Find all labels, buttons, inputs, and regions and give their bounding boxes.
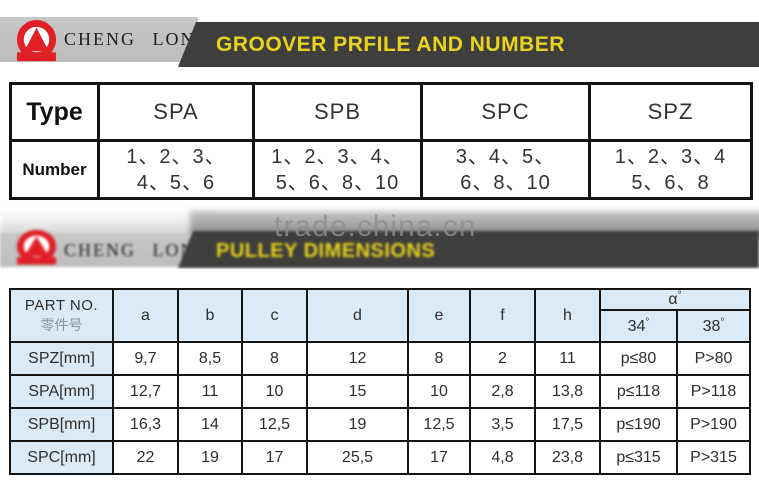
header-row-1: PART NO. 零件号 a b c d e f h α° bbox=[9, 288, 751, 343]
cell: 17,5 bbox=[534, 407, 601, 442]
table-row-spa: SPA[mm] 12,7 11 10 15 10 2,8 13,8 p≤118 … bbox=[9, 374, 751, 409]
cell: p≤80 bbox=[599, 341, 678, 376]
cell: 15 bbox=[306, 374, 409, 409]
row-label: SPA[mm] bbox=[9, 374, 114, 409]
numbers-cell-spa: 1、2、3、 4、5、6 bbox=[97, 139, 255, 200]
numbers-line: 5、6、8 bbox=[631, 171, 710, 194]
cell: 11 bbox=[534, 341, 601, 376]
dim-header-a: a bbox=[112, 288, 179, 343]
cell: 8 bbox=[407, 341, 471, 376]
alpha-header-cell: α° bbox=[599, 288, 751, 311]
pulley-header-smeared: CHENG LONG PULLEY DIMENSIONS bbox=[0, 205, 759, 269]
cell: 8 bbox=[241, 341, 308, 376]
numbers-cell-spc: 3、4、5、 6、8、10 bbox=[420, 139, 591, 200]
row-label: SPZ[mm] bbox=[9, 341, 114, 376]
cell: 11 bbox=[177, 374, 243, 409]
cell: P>190 bbox=[676, 407, 751, 442]
cell: 19 bbox=[306, 407, 409, 442]
degree-mark: ° bbox=[677, 290, 682, 301]
numbers-line: 3、4、5、 bbox=[455, 145, 556, 168]
cell: 19 bbox=[177, 440, 243, 475]
table-row-spc: SPC[mm] 22 19 17 25,5 17 4,8 23,8 p≤315 … bbox=[9, 440, 751, 475]
numbers-line: 6、8、10 bbox=[460, 171, 551, 194]
alpha-34-label: 34 bbox=[627, 317, 646, 335]
cell: 12,7 bbox=[112, 374, 179, 409]
groove-profile-table: Type SPA SPB SPC SPZ Number 1、2、3、 4、5、6… bbox=[9, 82, 753, 200]
cell: 12 bbox=[306, 341, 409, 376]
numbers-line: 4、5、6 bbox=[136, 171, 216, 194]
cell: 8,5 bbox=[177, 341, 243, 376]
cell: 13,8 bbox=[534, 374, 601, 409]
numbers-cell-spb: 1、2、3、4、 5、6、8、10 bbox=[252, 139, 423, 200]
numbers-cell-spz: 1、2、3、4 5、6、8 bbox=[588, 139, 753, 200]
cell: p≤118 bbox=[599, 374, 678, 409]
cell: 3,5 bbox=[469, 407, 536, 442]
cell: 25,5 bbox=[306, 440, 409, 475]
dim-header-f: f bbox=[469, 288, 536, 343]
section-banner-title: GROOVER PRFILE AND NUMBER bbox=[216, 33, 565, 56]
brand-name: CHENG LONG bbox=[64, 240, 211, 260]
pulley-dimensions-table: PART NO. 零件号 a b c d e f h α° 34° 38° SP… bbox=[9, 288, 751, 475]
cell: 12,5 bbox=[241, 407, 308, 442]
numbers-line: 1、2、3、4 bbox=[614, 145, 727, 168]
numbers-line: 1、2、3、4、 bbox=[271, 145, 404, 168]
alpha-38-cell: 38° bbox=[676, 309, 751, 343]
table-row-spb: SPB[mm] 16,3 14 12,5 19 12,5 3,5 17,5 p≤… bbox=[9, 407, 751, 442]
cell: 2 bbox=[469, 341, 536, 376]
cell: 17 bbox=[241, 440, 308, 475]
chenglong-logo-icon bbox=[16, 19, 57, 62]
cell: p≤315 bbox=[599, 440, 678, 475]
chenglong-logo-icon bbox=[16, 229, 57, 265]
watermark: trade.china.cn bbox=[274, 210, 477, 243]
type-cell-spb: SPB bbox=[252, 82, 423, 142]
numbers-line: 1、2、3、 bbox=[126, 145, 226, 168]
type-row: Type SPA SPB SPC SPZ bbox=[9, 82, 753, 142]
cell: p≤190 bbox=[599, 407, 678, 442]
section-banner: GROOVER PRFILE AND NUMBER bbox=[178, 22, 759, 67]
type-cell-spz: SPZ bbox=[588, 82, 753, 142]
cell: 22 bbox=[112, 440, 179, 475]
pulley-header-content: CHENG LONG PULLEY DIMENSIONS bbox=[0, 205, 759, 269]
cell: 10 bbox=[241, 374, 308, 409]
cell: 2,8 bbox=[469, 374, 536, 409]
type-label-cell: Type bbox=[9, 82, 100, 142]
number-row: Number 1、2、3、 4、5、6 1、2、3、4、 5、6、8、10 3、… bbox=[9, 139, 753, 200]
alpha-symbol: α bbox=[668, 291, 678, 308]
degree-mark: ° bbox=[720, 316, 725, 328]
dim-header-e: e bbox=[407, 288, 471, 343]
cell: 17 bbox=[407, 440, 471, 475]
cell: P>315 bbox=[676, 440, 751, 475]
cell: P>80 bbox=[676, 341, 751, 376]
dim-header-h: h bbox=[534, 288, 601, 343]
row-label: SPB[mm] bbox=[9, 407, 114, 442]
part-no-header-cell: PART NO. 零件号 bbox=[9, 288, 114, 343]
header-row-2: 34° 38° bbox=[10, 309, 751, 343]
degree-mark: ° bbox=[645, 316, 650, 328]
brand-name: CHENG LONG bbox=[64, 29, 211, 49]
number-label-cell: Number bbox=[9, 139, 100, 200]
part-no-label-cn: 零件号 bbox=[40, 316, 83, 333]
dim-header-b: b bbox=[177, 288, 243, 343]
section-banner: PULLEY DIMENSIONS bbox=[178, 231, 759, 268]
cell: 10 bbox=[407, 374, 471, 409]
numbers-line: 5、6、8、10 bbox=[275, 171, 400, 194]
dim-header-d: d bbox=[306, 288, 409, 343]
cell: 4,8 bbox=[469, 440, 536, 475]
cell: 12,5 bbox=[407, 407, 471, 442]
cell: 9,7 bbox=[112, 341, 179, 376]
cell: P>118 bbox=[676, 374, 751, 409]
alpha-34-cell: 34° bbox=[599, 309, 678, 343]
cell: 14 bbox=[177, 407, 243, 442]
type-cell-spa: SPA bbox=[97, 82, 255, 142]
cell: 23,8 bbox=[534, 440, 601, 475]
dim-header-c: c bbox=[241, 288, 308, 343]
type-cell-spc: SPC bbox=[420, 82, 591, 142]
alpha-38-label: 38 bbox=[702, 317, 721, 335]
section-banner-title: PULLEY DIMENSIONS bbox=[216, 240, 436, 262]
table-row-spz: SPZ[mm] 9,7 8,5 8 12 8 2 11 p≤80 P>80 bbox=[9, 341, 751, 376]
cell: 16,3 bbox=[112, 407, 179, 442]
row-label: SPC[mm] bbox=[9, 440, 114, 475]
part-no-label: PART NO. bbox=[24, 296, 99, 314]
